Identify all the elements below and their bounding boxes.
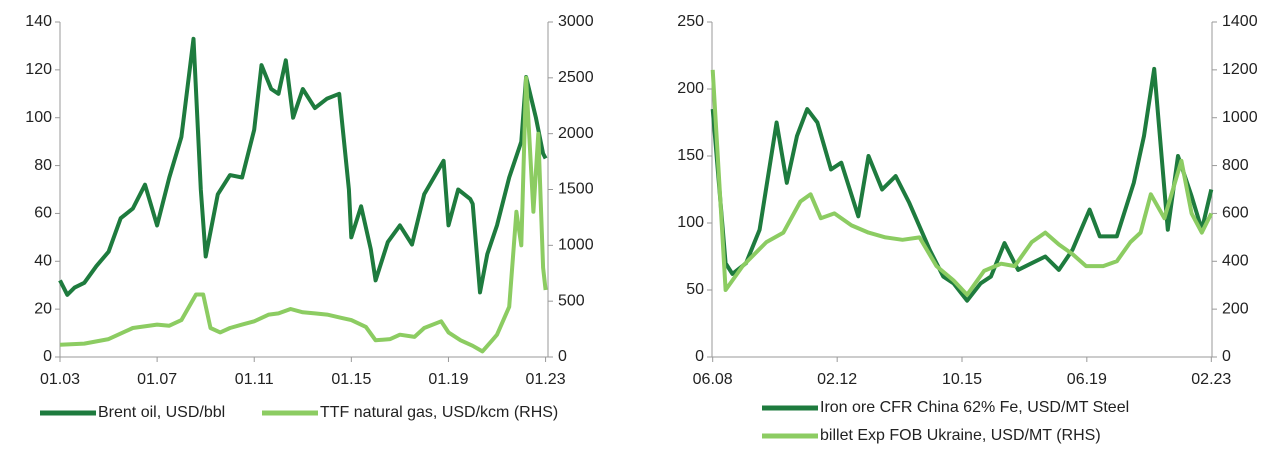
series-line bbox=[710, 66, 1214, 303]
y2-tick-label: 400 bbox=[1222, 253, 1249, 270]
series-line bbox=[59, 75, 548, 354]
y-tick-label: 200 bbox=[677, 80, 704, 97]
y2-tick-label: 0 bbox=[558, 348, 567, 365]
y-tick-label: 40 bbox=[34, 253, 52, 270]
y2-tick-label: 3000 bbox=[558, 13, 594, 30]
y-tick-label: 100 bbox=[677, 214, 704, 231]
y2-tick-label: 2500 bbox=[558, 69, 594, 86]
y2-tick-label: 1200 bbox=[1222, 61, 1258, 78]
x-tick-label: 02.12 bbox=[817, 371, 857, 388]
y-tick-label: 250 bbox=[677, 13, 704, 30]
y2-tick-label: 500 bbox=[558, 292, 585, 309]
y2-tick-label: 1500 bbox=[558, 181, 594, 198]
legend-label: Brent oil, USD/bbl bbox=[98, 404, 225, 421]
legend-label: billet Exp FOB Ukraine, USD/MT (RHS) bbox=[820, 427, 1101, 444]
y-tick-label: 80 bbox=[34, 157, 52, 174]
y2-tick-label: 0 bbox=[1222, 348, 1231, 365]
y-tick-label: 0 bbox=[43, 348, 52, 365]
y-tick-label: 140 bbox=[25, 13, 52, 30]
series-line bbox=[710, 69, 1214, 297]
y-tick-label: 20 bbox=[34, 300, 52, 317]
y2-tick-label: 800 bbox=[1222, 157, 1249, 174]
x-tick-label: 01.19 bbox=[428, 371, 468, 388]
x-tick-label: 01.07 bbox=[137, 371, 177, 388]
x-tick-label: 01.23 bbox=[526, 371, 566, 388]
x-tick-label: 10.15 bbox=[942, 371, 982, 388]
y-tick-label: 100 bbox=[25, 109, 52, 126]
y-tick-label: 150 bbox=[677, 147, 704, 164]
series-line bbox=[58, 36, 548, 297]
legend-label: TTF natural gas, USD/kcm (RHS) bbox=[320, 404, 558, 421]
x-tick-label: 01.15 bbox=[331, 371, 371, 388]
x-tick-label: 01.03 bbox=[40, 371, 80, 388]
x-tick-label: 01.11 bbox=[235, 371, 274, 388]
legend-label: Iron ore CFR China 62% Fe, USD/MT Steel bbox=[820, 399, 1129, 416]
y2-tick-label: 1000 bbox=[558, 237, 594, 254]
x-tick-label: 06.19 bbox=[1067, 371, 1107, 388]
y-tick-label: 60 bbox=[34, 205, 52, 222]
y2-tick-label: 1000 bbox=[1222, 109, 1258, 126]
y2-tick-label: 1400 bbox=[1222, 13, 1258, 30]
y2-tick-label: 2000 bbox=[558, 125, 594, 142]
y2-tick-label: 200 bbox=[1222, 300, 1249, 317]
y2-tick-label: 600 bbox=[1222, 205, 1249, 222]
x-tick-label: 02.23 bbox=[1191, 371, 1231, 388]
y-tick-label: 0 bbox=[695, 348, 704, 365]
x-tick-label: 06.08 bbox=[693, 371, 733, 388]
y-tick-label: 50 bbox=[686, 281, 704, 298]
y-tick-label: 120 bbox=[25, 61, 52, 78]
